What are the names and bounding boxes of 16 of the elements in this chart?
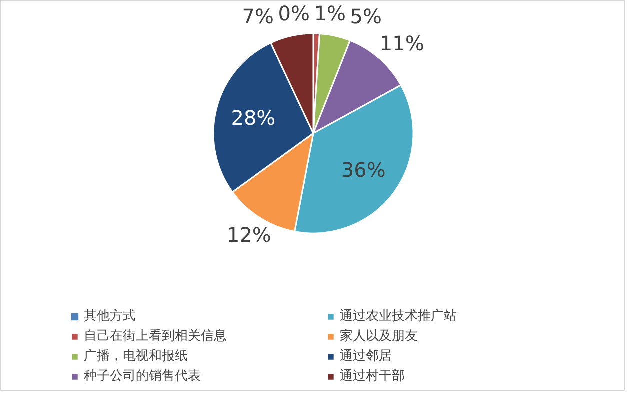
- legend-label: 通过邻居: [340, 348, 393, 365]
- legend-label: 广播，电视和报纸: [84, 348, 189, 365]
- data-label: 12%: [226, 222, 272, 247]
- data-label: 5%: [350, 4, 382, 28]
- legend-label: 种子公司的销售代表: [84, 368, 202, 385]
- data-label: 36%: [341, 158, 386, 182]
- data-label: 1%: [314, 2, 346, 26]
- data-label: 7%: [242, 4, 274, 28]
- data-label: 11%: [380, 31, 424, 56]
- legend-label: 自己在街上看到相关信息: [84, 328, 228, 345]
- legend-label: 通过农业技术推广站: [340, 308, 458, 325]
- data-label: 28%: [231, 106, 276, 130]
- legend-label: 其他方式: [84, 308, 137, 325]
- legend-label: 家人以及朋友: [340, 328, 419, 345]
- legend-label: 通过村干部: [340, 368, 406, 385]
- text: 0%: [278, 2, 310, 26]
